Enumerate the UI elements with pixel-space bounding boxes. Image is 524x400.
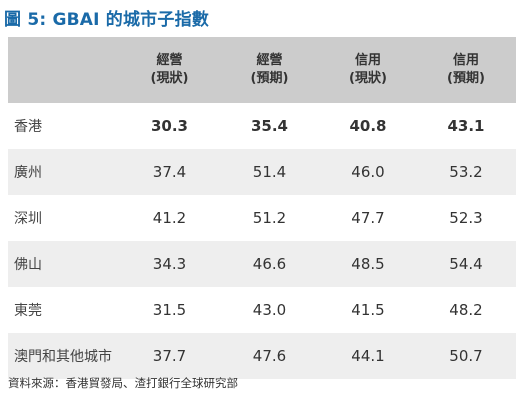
header-credit-current: 信用 (現狀) [320, 37, 416, 103]
header-business-current: 經營 (現狀) [120, 37, 219, 103]
table-header: 經營 (現狀) 經營 (預期) 信用 (現狀) 信用 (預期) [8, 37, 516, 103]
table-row: 澳門和其他城市 37.7 47.6 44.1 50.7 [8, 333, 516, 379]
source-note: 資料來源：香港貿發局、渣打銀行全球研究部 [8, 376, 238, 390]
cell-value: 54.4 [416, 241, 516, 287]
cell-value: 48.5 [320, 241, 416, 287]
cell-value: 35.4 [250, 117, 288, 135]
city-name: 廣州 [8, 149, 120, 195]
table-row: 東莞 31.5 43.0 41.5 48.2 [8, 287, 516, 333]
city-name: 澳門和其他城市 [8, 333, 120, 379]
cell-value: 43.1 [447, 117, 485, 135]
city-subindex-table: 經營 (現狀) 經營 (預期) 信用 (現狀) 信用 (預期) 香港 30.3 … [8, 37, 516, 379]
cell-value: 52.3 [449, 209, 483, 227]
header-sublabel: (現狀) [150, 71, 189, 86]
table-row: 深圳 41.2 51.2 47.7 52.3 [8, 195, 516, 241]
cell-value: 37.7 [120, 333, 219, 379]
cell-value: 41.2 [152, 209, 187, 227]
header-label: 經營 [256, 53, 283, 68]
header-row: 經營 (現狀) 經營 (預期) 信用 (現狀) 信用 (預期) [8, 37, 516, 103]
header-credit-expected: 信用 (預期) [416, 37, 516, 103]
cell-value: 47.7 [351, 209, 385, 227]
cell-value: 43.0 [252, 301, 287, 319]
header-sublabel: (現狀) [349, 71, 387, 86]
cell-value: 51.4 [219, 149, 320, 195]
cell-value: 47.6 [219, 333, 320, 379]
city-name: 佛山 [8, 241, 120, 287]
header-sublabel: (預期) [250, 71, 289, 86]
city-name: 香港 [14, 119, 42, 135]
cell-value: 31.5 [152, 301, 187, 319]
cell-value: 41.5 [351, 301, 385, 319]
table-row: 廣州 37.4 51.4 46.0 53.2 [8, 149, 516, 195]
cell-value: 34.3 [120, 241, 219, 287]
cell-value: 53.2 [416, 149, 516, 195]
header-sublabel: (預期) [447, 71, 485, 86]
cell-value: 46.0 [320, 149, 416, 195]
city-name: 深圳 [14, 211, 42, 227]
cell-value: 50.7 [416, 333, 516, 379]
header-label: 信用 [452, 53, 479, 68]
header-label: 經營 [156, 53, 183, 68]
header-city [8, 37, 120, 103]
table-row: 香港 30.3 35.4 40.8 43.1 [8, 103, 516, 149]
table-body: 香港 30.3 35.4 40.8 43.1 廣州 37.4 51.4 46.0… [8, 103, 516, 379]
figure-title: 圖 5: GBAI 的城市子指數 [4, 10, 209, 30]
city-name: 東莞 [14, 303, 42, 319]
cell-value: 37.4 [120, 149, 219, 195]
header-label: 信用 [354, 53, 381, 68]
cell-value: 46.6 [219, 241, 320, 287]
cell-value: 40.8 [349, 117, 387, 135]
table-row: 佛山 34.3 46.6 48.5 54.4 [8, 241, 516, 287]
cell-value: 51.2 [252, 209, 287, 227]
cell-value: 44.1 [320, 333, 416, 379]
cell-value: 48.2 [449, 301, 483, 319]
header-business-expected: 經營 (預期) [219, 37, 320, 103]
cell-value: 30.3 [150, 117, 188, 135]
